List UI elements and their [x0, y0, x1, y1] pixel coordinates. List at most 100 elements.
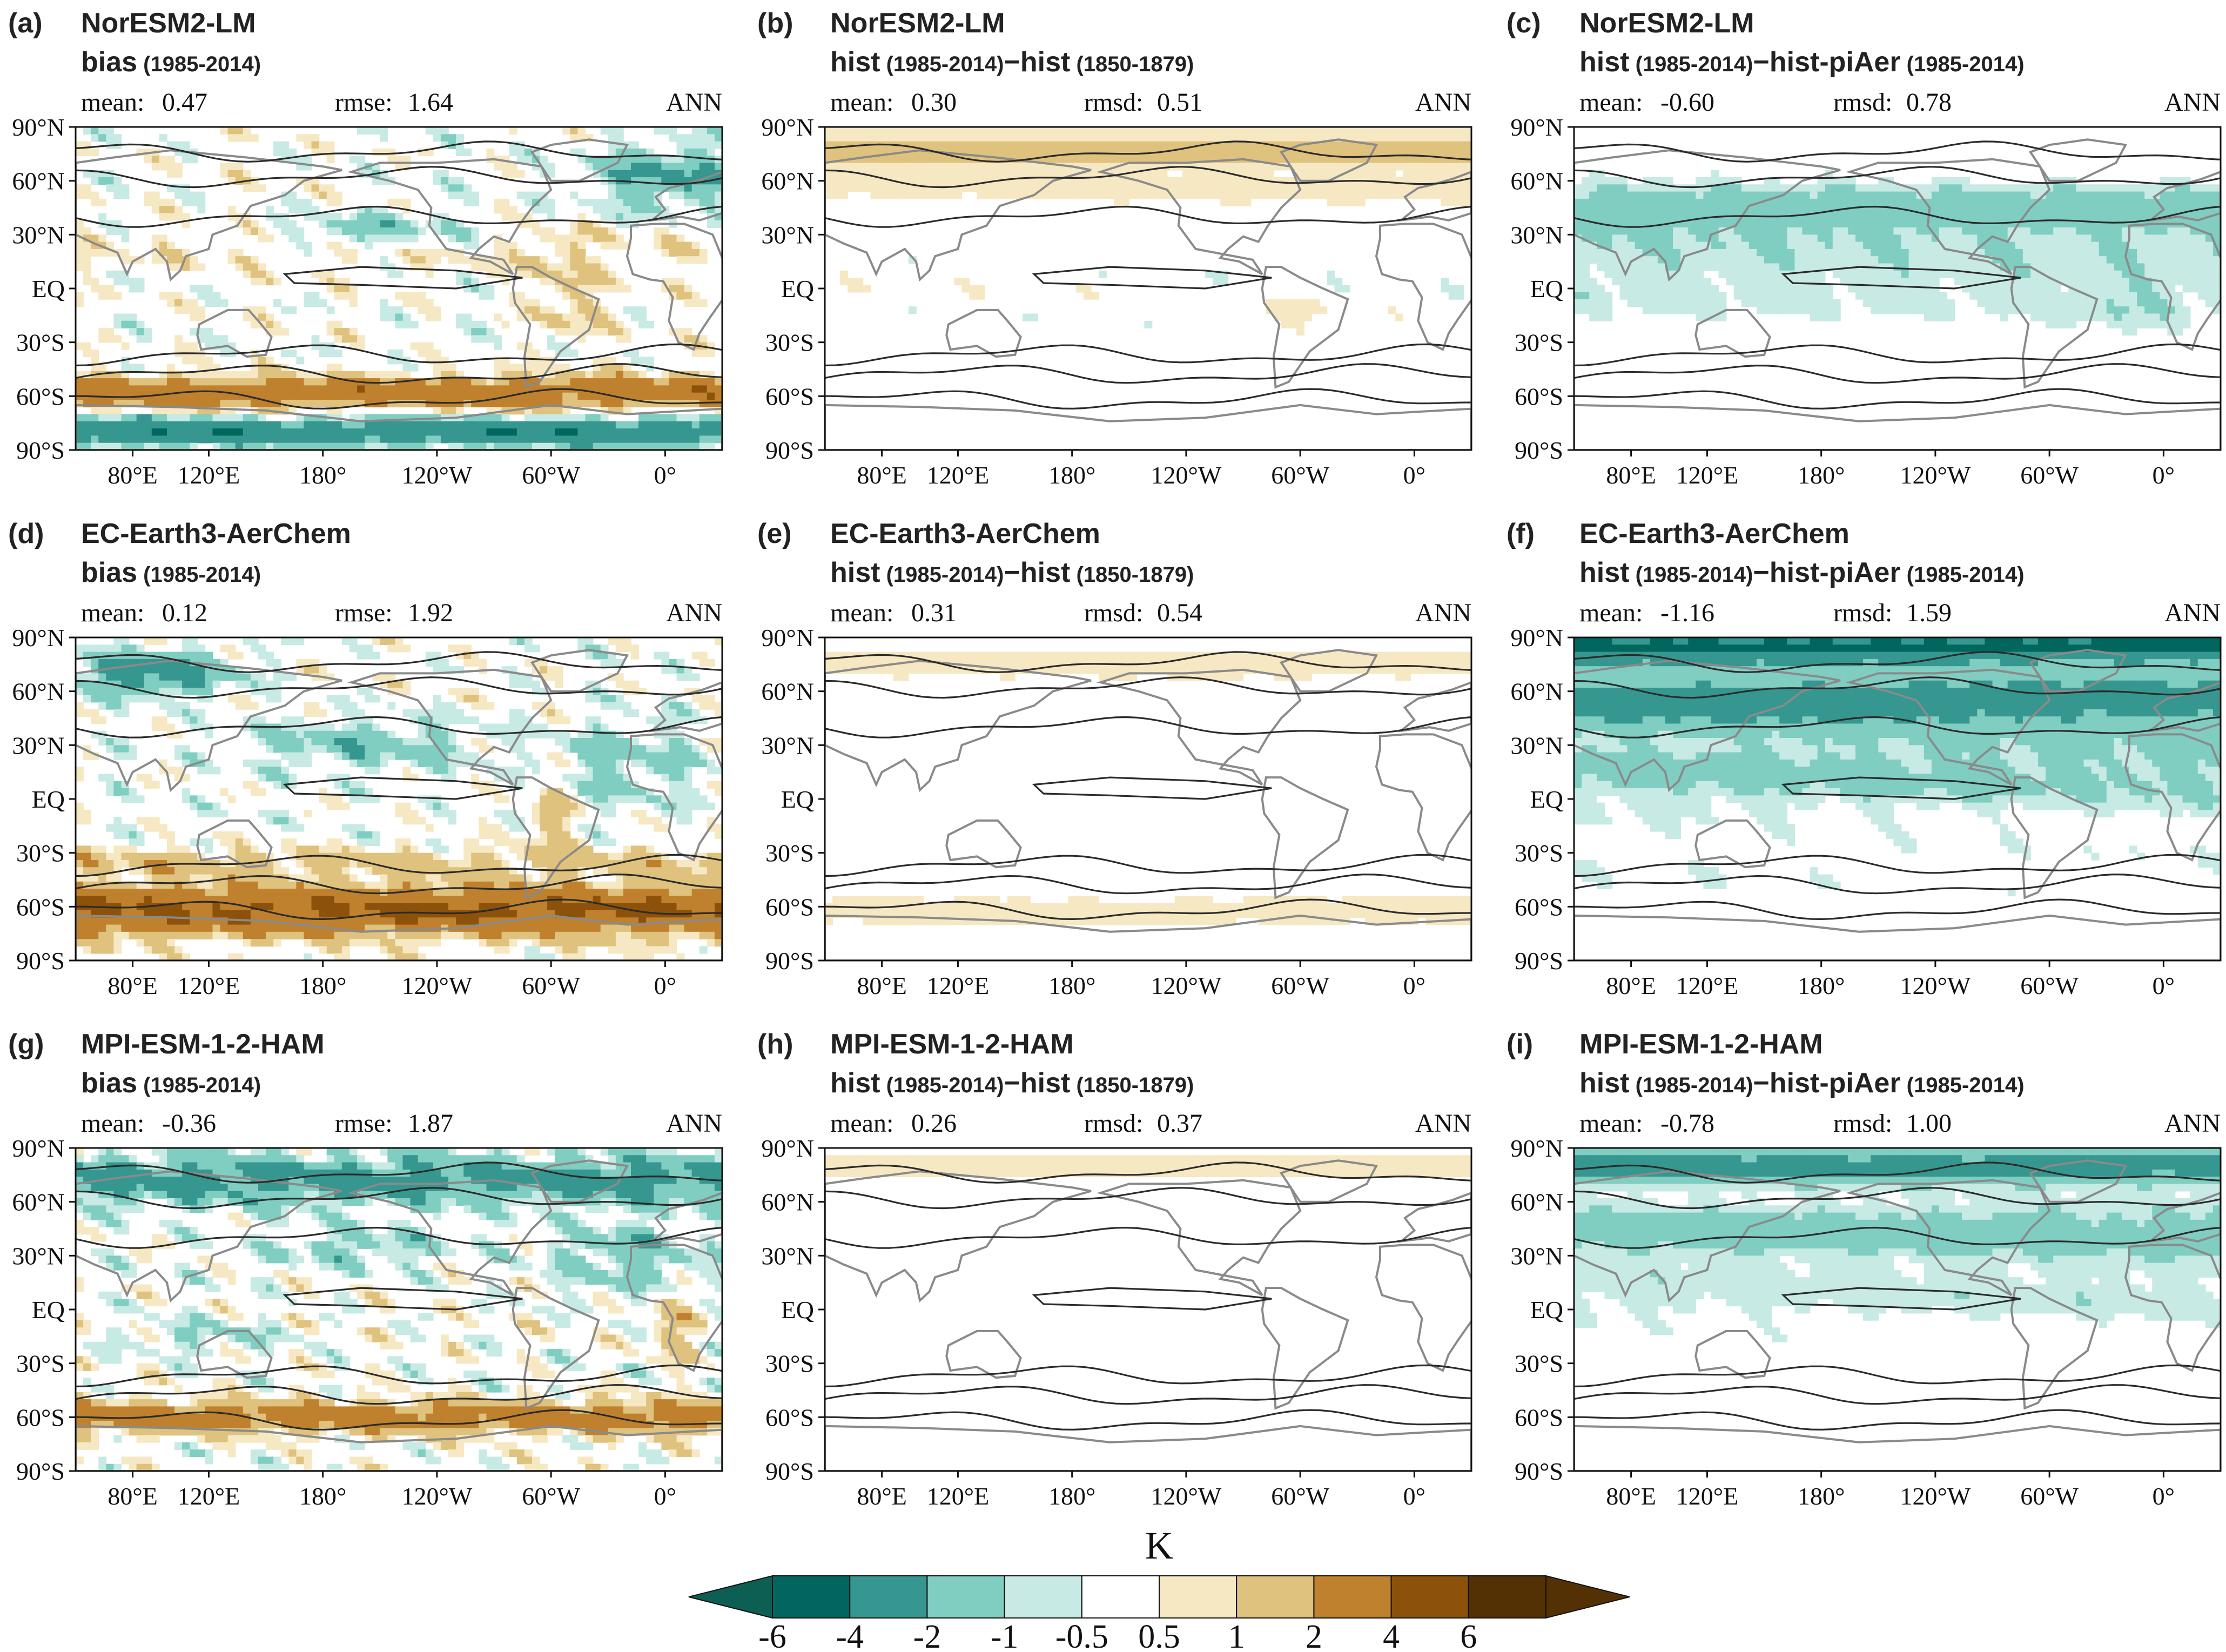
lat-tick-label: 90°S — [1515, 947, 1563, 975]
panel-e: (e) EC-Earth3-AerChem hist (1985-2014)−his… — [757, 518, 1472, 999]
panel-error-label: rmse: — [335, 88, 393, 117]
lon-tick-label: 180° — [1798, 461, 1845, 489]
lat-tick-label: 30°N — [761, 731, 814, 759]
colorbar-tick-label: -6 — [758, 1619, 786, 1652]
panel-model-title: NorESM2-LM — [830, 8, 1005, 39]
lon-tick-label: 120°W — [402, 1482, 473, 1510]
lon-tick-label: 0° — [2153, 972, 2175, 999]
panel-mean-label: mean: — [830, 599, 893, 627]
panel-expression: bias (1985-2014) — [81, 46, 261, 78]
lon-tick-label: 180° — [299, 972, 346, 999]
panel-model-title: MPI-ESM-1-2-HAM — [1579, 1029, 1823, 1060]
lon-tick-label: 180° — [1798, 1482, 1845, 1510]
lon-tick-label: 80°E — [857, 1482, 907, 1510]
panel-mean-value: 0.31 — [911, 599, 957, 627]
panel-season: ANN — [1415, 599, 1471, 627]
panel-label: (f) — [1507, 518, 1535, 549]
lat-tick-label: 60°S — [1515, 1403, 1563, 1431]
lon-tick-label: 60°W — [2020, 972, 2079, 999]
lat-tick-label: 90°N — [761, 113, 814, 141]
panel-mean-value: -0.78 — [1660, 1109, 1714, 1138]
panel-error-label: rmsd: — [1833, 599, 1892, 627]
map: 90°N 60°N 30°N EQ 30°S 60°S 90°S 80°E 120°E 180° 1… — [12, 113, 723, 489]
panel-label: (e) — [757, 518, 792, 549]
panel-label: (c) — [1507, 8, 1541, 39]
panel-model-title: EC-Earth3-AerChem — [830, 518, 1100, 549]
lat-tick-label: 30°S — [16, 1350, 65, 1378]
lat-tick-label: 30°N — [12, 731, 65, 759]
lat-tick-label: 30°N — [761, 1242, 814, 1270]
lon-tick-label: 0° — [1403, 972, 1425, 999]
colorbar-tick-label: -0.5 — [1055, 1619, 1108, 1652]
panel-mean-value: -0.36 — [162, 1109, 216, 1138]
panel-model-title: MPI-ESM-1-2-HAM — [830, 1029, 1074, 1060]
panel-expression: hist (1985-2014)−hist-piAer (1985-2014) — [1579, 46, 2025, 78]
lon-tick-label: 120°E — [1676, 972, 1739, 999]
lat-tick-label: 30°S — [765, 840, 814, 867]
panel-f: (f) EC-Earth3-AerChem hist (1985-2014)−his… — [1507, 518, 2222, 999]
map: 90°N 60°N 30°N EQ 30°S 60°S 90°S 80°E 120°E 180° 1… — [12, 624, 723, 999]
colorbar-segment — [1313, 1575, 1392, 1619]
panel-error-label: rmsd: — [1833, 1109, 1892, 1138]
lon-tick-label: 60°W — [1271, 461, 1329, 489]
panel-label: (d) — [8, 518, 44, 549]
panel-error-value: 1.64 — [408, 88, 453, 117]
lat-tick-label: 30°S — [16, 840, 65, 867]
map: 90°N 60°N 30°N EQ 30°S 60°S 90°S 80°E 120°E 180° 1… — [761, 113, 1472, 489]
lat-tick-label: 60°S — [16, 382, 65, 410]
panel-a: (a) NorESM2-LM bias (1985-2014) mean: 0.47 rm… — [8, 8, 723, 489]
lat-tick-label: 90°N — [1510, 113, 1563, 141]
lat-tick-label: 60°S — [765, 1403, 814, 1431]
lat-tick-label: EQ — [32, 1296, 65, 1324]
lat-tick-label: 60°N — [761, 1188, 814, 1216]
lon-tick-label: 180° — [1048, 461, 1095, 489]
lon-tick-label: 120°E — [927, 461, 990, 489]
lat-tick-label: 30°S — [765, 1350, 814, 1378]
panel-mean-label: mean: — [1579, 88, 1643, 117]
panel-error-label: rmse: — [335, 1109, 393, 1138]
panel-mean-value: -0.60 — [1660, 88, 1714, 117]
lat-tick-label: 30°N — [1510, 221, 1563, 249]
lat-tick-label: 90°S — [765, 947, 814, 975]
panel-mean-value: -1.16 — [1660, 599, 1714, 627]
lon-tick-label: 80°E — [107, 1482, 158, 1510]
panels-layer: (a) NorESM2-LM bias (1985-2014) mean: 0.47 rm… — [8, 8, 2222, 1510]
lat-tick-label: EQ — [781, 1296, 814, 1324]
colorbar-segment — [1390, 1575, 1469, 1619]
lon-tick-label: 0° — [1403, 461, 1425, 489]
panel-mean-label: mean: — [830, 88, 893, 117]
lat-tick-label: 60°S — [765, 382, 814, 410]
lat-tick-label: 90°S — [16, 1458, 65, 1485]
panel-season: ANN — [666, 599, 722, 627]
panel-h: (h) MPI-ESM-1-2-HAM hist (1985-2014)−hist … — [757, 1029, 1472, 1510]
colorbar-tick-label: 2 — [1306, 1619, 1322, 1652]
lat-tick-label: 90°N — [1510, 624, 1563, 652]
lat-tick-label: EQ — [781, 275, 814, 303]
panel-error-value: 0.78 — [1906, 88, 1952, 117]
panel-mean-value: 0.26 — [911, 1109, 957, 1138]
lat-tick-label: 60°N — [1510, 167, 1563, 195]
lat-tick-label: 60°N — [12, 167, 65, 195]
panel-expression: hist (1985-2014)−hist (1850-1879) — [830, 46, 1194, 78]
lat-tick-label: EQ — [32, 785, 65, 813]
colorbar: K -6 -4 -2 -1 -0.5 0.5 1 2 4 6 — [688, 1524, 1630, 1652]
panel-mean-label: mean: — [81, 599, 144, 627]
lon-tick-label: 80°E — [1606, 461, 1656, 489]
colorbar-segment — [1236, 1575, 1315, 1619]
colorbar-tick-label: 1 — [1228, 1619, 1245, 1652]
lat-tick-label: 90°S — [1515, 1458, 1563, 1485]
panel-season: ANN — [2164, 1109, 2221, 1138]
colorbar-segment — [1468, 1575, 1547, 1619]
lon-tick-label: 80°E — [107, 972, 158, 999]
lat-tick-label: 60°S — [1515, 893, 1563, 921]
panel-expression: hist (1985-2014)−hist (1850-1879) — [830, 1067, 1194, 1099]
lon-tick-label: 0° — [2153, 461, 2175, 489]
lat-tick-label: 60°N — [1510, 678, 1563, 706]
lon-tick-label: 120°E — [178, 1482, 240, 1510]
panel-season: ANN — [666, 1109, 722, 1138]
lon-tick-label: 80°E — [1606, 1482, 1656, 1510]
lon-tick-label: 120°E — [1676, 1482, 1739, 1510]
panel-season: ANN — [2164, 599, 2221, 627]
lat-tick-label: 90°N — [12, 624, 65, 652]
lon-tick-label: 120°W — [402, 972, 473, 999]
